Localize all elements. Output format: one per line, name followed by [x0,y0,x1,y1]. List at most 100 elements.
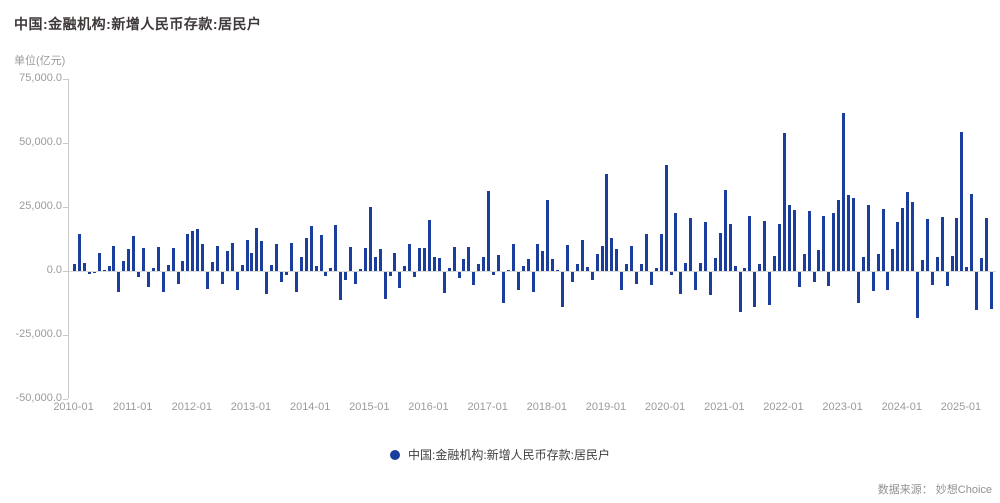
bar-2016-04[interactable] [442,272,446,293]
bar-2022-04[interactable] [797,272,801,287]
bar-2015-03[interactable] [378,249,382,271]
bar-2022-08[interactable] [817,249,821,271]
bar-2015-12[interactable] [423,247,427,271]
bar-2014-03[interactable] [319,235,323,271]
bar-2013-02[interactable] [255,227,259,271]
bar-2011-02[interactable] [137,272,141,277]
bar-2015-08[interactable] [403,265,407,271]
bar-2014-04[interactable] [324,272,328,277]
bar-2016-12[interactable] [482,256,486,271]
bar-2019-04[interactable] [620,272,624,291]
bar-2020-07[interactable] [694,272,698,291]
bar-2021-07[interactable] [753,272,757,307]
bar-2015-04[interactable] [383,272,387,299]
bar-2019-11[interactable] [654,267,658,271]
bar-2024-12[interactable] [955,218,959,271]
bar-2020-02[interactable] [669,272,673,276]
bar-2018-07[interactable] [575,264,579,271]
bar-2017-12[interactable] [541,251,545,271]
bar-2023-12[interactable] [896,221,900,271]
bar-2022-01[interactable] [782,133,786,271]
bar-2025-07[interactable] [990,272,993,310]
bar-2022-02[interactable] [787,204,791,271]
bar-2021-12[interactable] [778,223,781,271]
bar-2010-06[interactable] [97,253,101,271]
bar-2023-07[interactable] [871,272,875,292]
bar-2018-10[interactable] [590,272,594,281]
bar-2017-10[interactable] [531,272,535,292]
bar-2022-03[interactable] [792,209,796,271]
bar-2020-10[interactable] [708,272,712,296]
bar-2016-03[interactable] [437,257,441,271]
bar-2017-03[interactable] [496,255,500,271]
bar-2012-02[interactable] [196,228,200,271]
bar-2011-09[interactable] [171,248,175,271]
bar-2020-11[interactable] [713,258,717,271]
bar-2017-01[interactable] [487,191,491,271]
bar-2023-08[interactable] [876,253,880,271]
bar-2011-04[interactable] [146,272,150,287]
bar-2019-03[interactable] [615,249,619,271]
bar-2010-03[interactable] [82,263,86,271]
bar-2013-07[interactable] [280,272,284,282]
bar-2013-05[interactable] [270,265,274,271]
bar-2017-04[interactable] [501,272,505,304]
bar-2021-04[interactable] [738,272,742,312]
bar-2011-06[interactable] [156,247,160,271]
bar-2020-06[interactable] [689,218,693,271]
bar-2013-03[interactable] [260,241,264,271]
bar-2016-08[interactable] [462,258,466,271]
bar-2017-05[interactable] [506,269,510,271]
bar-2018-06[interactable] [570,272,574,282]
bar-2011-08[interactable] [166,265,170,271]
bar-2021-02[interactable] [728,223,732,271]
bar-2021-01[interactable] [723,189,727,271]
bar-2025-02[interactable] [965,267,969,271]
bar-2019-08[interactable] [639,264,643,271]
bar-2011-12[interactable] [186,233,190,271]
bar-2010-07[interactable] [102,269,106,271]
bar-2025-01[interactable] [960,132,964,271]
bar-2010-12[interactable] [127,249,131,271]
bar-2012-06[interactable] [215,246,219,271]
bar-2017-11[interactable] [536,244,540,271]
bar-2024-06[interactable] [925,218,929,271]
bar-2012-12[interactable] [245,239,249,271]
bar-2017-06[interactable] [511,243,515,271]
bar-2013-08[interactable] [284,272,288,276]
bar-2023-05[interactable] [861,257,865,271]
bar-2014-12[interactable] [363,247,367,271]
bar-2015-05[interactable] [388,272,392,276]
bar-2018-12[interactable] [600,246,604,271]
bar-2013-10[interactable] [294,272,298,292]
bar-2019-10[interactable] [649,272,653,286]
bar-2012-08[interactable] [225,250,229,271]
bar-2023-09[interactable] [881,208,885,271]
bar-2021-09[interactable] [763,220,767,271]
bar-2018-02[interactable] [551,259,555,271]
bar-2013-04[interactable] [265,272,269,294]
bar-2017-07[interactable] [516,272,520,291]
bar-2016-10[interactable] [472,272,476,286]
bar-2018-03[interactable] [556,269,560,271]
bar-2019-07[interactable] [635,272,639,284]
bar-2021-05[interactable] [743,267,747,271]
bar-2023-11[interactable] [891,249,895,271]
bar-2012-03[interactable] [201,244,205,271]
bar-2022-05[interactable] [802,253,806,271]
bar-2020-05[interactable] [684,262,688,271]
bar-2014-07[interactable] [339,272,343,301]
bar-2010-10[interactable] [117,272,121,292]
bar-2024-02[interactable] [906,191,910,271]
bar-2023-06[interactable] [866,205,870,271]
bar-2024-11[interactable] [950,256,954,271]
bar-2011-03[interactable] [142,247,146,271]
bar-2015-09[interactable] [408,244,412,271]
bar-2016-07[interactable] [457,272,461,278]
bar-2021-03[interactable] [733,266,737,271]
bar-2011-11[interactable] [181,261,185,271]
bar-2025-06[interactable] [985,218,989,271]
bar-2017-08[interactable] [521,266,525,271]
bar-2024-03[interactable] [911,201,915,271]
bar-2021-08[interactable] [758,264,762,271]
